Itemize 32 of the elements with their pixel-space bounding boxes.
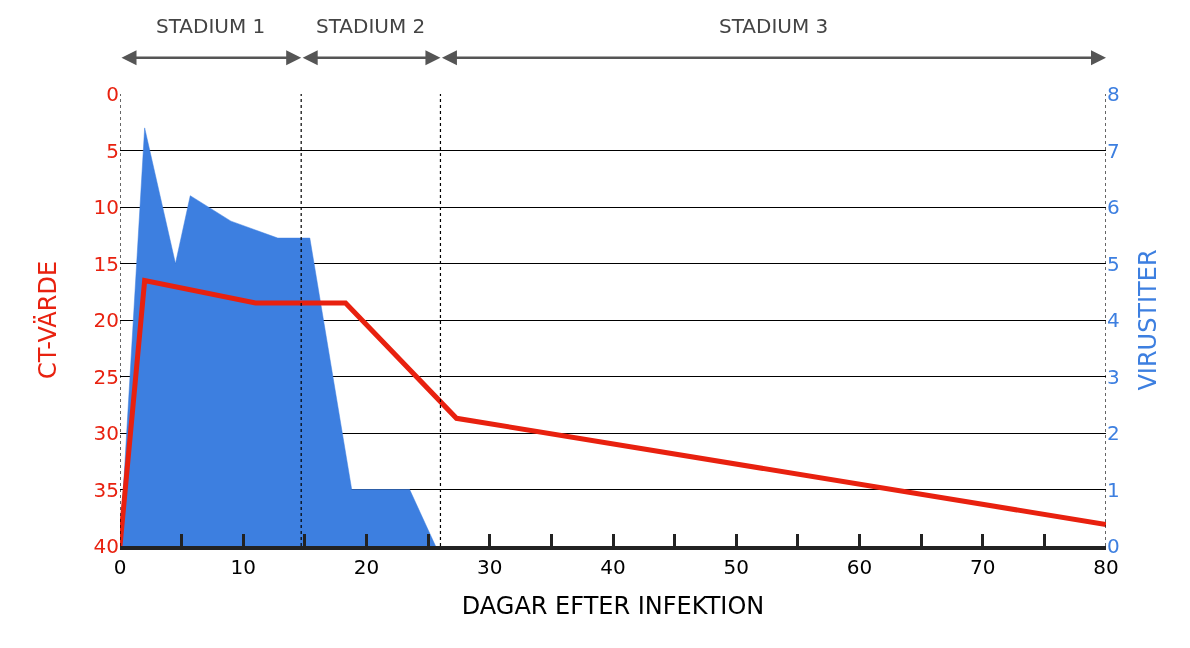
- y2-tick-label: 5: [1107, 251, 1120, 276]
- y2-tick-label: 3: [1107, 364, 1120, 389]
- text: STADIUM 2: [316, 14, 426, 38]
- y-tick-label: 5: [106, 138, 119, 163]
- x-tick-label: 60: [846, 555, 873, 579]
- y-tick-label: 0: [106, 82, 119, 106]
- x-tick-label: 20: [353, 555, 380, 579]
- y-tick-label: 10: [93, 195, 119, 219]
- y-tick-label: 25: [93, 364, 119, 389]
- y-axis-title: CT-VÄRDE: [32, 260, 62, 380]
- x-tick-label: 40: [600, 555, 626, 579]
- y2-tick-label: 2: [1107, 421, 1120, 445]
- y2-tick-label: 4: [1107, 308, 1120, 332]
- x-tick-label: 10: [230, 555, 256, 579]
- x-axis-title: DAGAR EFTER INFEKTION: [461, 591, 765, 620]
- y-tick-label: 30: [93, 421, 119, 445]
- y2-tick-label: 8: [1107, 82, 1120, 106]
- text: STADIUM 1: [156, 14, 266, 38]
- x-tick-label: 80: [1093, 555, 1119, 579]
- y2-tick-label: 1: [1107, 477, 1120, 502]
- x-tick-label: 70: [970, 555, 996, 579]
- text: STADIUM 3: [719, 14, 829, 38]
- x-tick-label: 50: [723, 555, 749, 579]
- y2-tick-label: 0: [1107, 534, 1120, 558]
- x-tick-label: 30: [477, 555, 503, 579]
- y2-axis-title: VIRUSTITER: [1134, 249, 1163, 391]
- y-tick-label: 15: [93, 251, 119, 276]
- y2-tick-label: 6: [1107, 195, 1120, 219]
- y-tick-label: 20: [93, 308, 119, 332]
- y-tick-label: 40: [93, 534, 119, 558]
- y2-tick-label: 7: [1107, 138, 1120, 163]
- y-tick-label: 35: [93, 477, 119, 502]
